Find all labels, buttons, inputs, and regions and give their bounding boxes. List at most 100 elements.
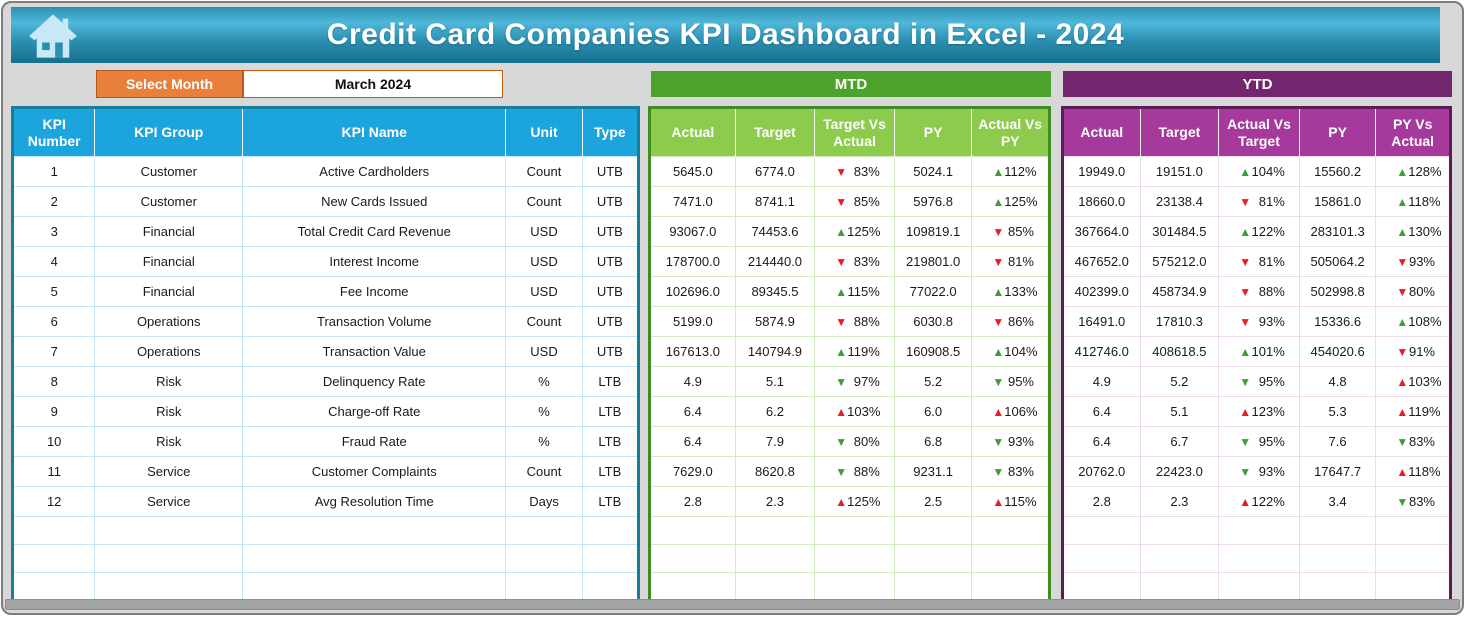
empty-cell[interactable] xyxy=(505,544,583,573)
unit-cell[interactable]: Count xyxy=(505,456,583,487)
mtd-actual-vs-py-cell[interactable]: ▼ 86% xyxy=(971,306,1050,337)
empty-cell[interactable] xyxy=(242,572,507,601)
ytd-actual-vs-target-cell[interactable]: ▼ 95% xyxy=(1218,366,1300,397)
kpi-number-cell[interactable]: 11 xyxy=(11,456,96,487)
ytd-actual-cell[interactable]: 20762.0 xyxy=(1062,456,1141,487)
ytd-py-cell[interactable]: 4.8 xyxy=(1298,366,1377,397)
empty-cell[interactable] xyxy=(1375,516,1451,545)
mtd-actual-cell[interactable]: 6.4 xyxy=(649,396,736,427)
mtd-py-cell[interactable]: 5024.1 xyxy=(893,156,973,187)
ytd-py-vs-actual-cell[interactable]: ▲ 130% xyxy=(1375,216,1451,247)
empty-cell[interactable] xyxy=(94,516,244,545)
empty-cell[interactable] xyxy=(1139,516,1220,545)
unit-cell[interactable]: Count xyxy=(505,186,583,217)
kpi-name-cell[interactable]: Delinquency Rate xyxy=(242,366,507,397)
mtd-actual-vs-py-cell[interactable]: ▲ 112% xyxy=(971,156,1050,187)
kpi-name-cell[interactable]: Fee Income xyxy=(242,276,507,307)
kpi-number-cell[interactable]: 12 xyxy=(11,486,96,517)
empty-cell[interactable] xyxy=(1218,572,1300,601)
ytd-target-cell[interactable]: 408618.5 xyxy=(1139,336,1220,367)
mtd-target-vs-actual-cell[interactable]: ▼ 83% xyxy=(814,246,895,277)
type-cell[interactable]: UTB xyxy=(581,276,640,307)
mtd-target-cell[interactable]: 8620.8 xyxy=(734,456,816,487)
kpi-name-cell[interactable]: Transaction Value xyxy=(242,336,507,367)
mtd-target-vs-actual-cell[interactable]: ▲ 125% xyxy=(814,486,895,517)
type-cell[interactable]: LTB xyxy=(581,366,640,397)
unit-cell[interactable]: Days xyxy=(505,486,583,517)
kpi-group-cell[interactable]: Service xyxy=(94,486,244,517)
mtd-target-vs-actual-cell[interactable]: ▼ 85% xyxy=(814,186,895,217)
ytd-py-vs-actual-cell[interactable]: ▲ 108% xyxy=(1375,306,1451,337)
ytd-target-cell[interactable]: 5.2 xyxy=(1139,366,1220,397)
kpi-group-cell[interactable]: Financial xyxy=(94,276,244,307)
empty-cell[interactable] xyxy=(1298,544,1377,573)
ytd-py-cell[interactable]: 15560.2 xyxy=(1298,156,1377,187)
ytd-target-cell[interactable]: 19151.0 xyxy=(1139,156,1220,187)
ytd-py-cell[interactable]: 454020.6 xyxy=(1298,336,1377,367)
empty-cell[interactable] xyxy=(814,516,895,545)
type-cell[interactable]: LTB xyxy=(581,426,640,457)
mtd-actual-cell[interactable]: 7471.0 xyxy=(649,186,736,217)
ytd-actual-vs-target-cell[interactable]: ▼ 81% xyxy=(1218,246,1300,277)
empty-cell[interactable] xyxy=(734,516,816,545)
type-cell[interactable]: UTB xyxy=(581,216,640,247)
ytd-actual-cell[interactable]: 4.9 xyxy=(1062,366,1141,397)
mtd-py-cell[interactable]: 219801.0 xyxy=(893,246,973,277)
kpi-number-cell[interactable]: 3 xyxy=(11,216,96,247)
ytd-actual-cell[interactable]: 412746.0 xyxy=(1062,336,1141,367)
mtd-actual-vs-py-cell[interactable]: ▼ 95% xyxy=(971,366,1050,397)
mtd-actual-cell[interactable]: 2.8 xyxy=(649,486,736,517)
empty-cell[interactable] xyxy=(505,572,583,601)
empty-cell[interactable] xyxy=(1062,516,1141,545)
ytd-py-cell[interactable]: 15861.0 xyxy=(1298,186,1377,217)
ytd-actual-cell[interactable]: 6.4 xyxy=(1062,396,1141,427)
mtd-actual-vs-py-cell[interactable]: ▲ 104% xyxy=(971,336,1050,367)
mtd-actual-vs-py-cell[interactable]: ▼ 83% xyxy=(971,456,1050,487)
ytd-py-vs-actual-cell[interactable]: ▲ 118% xyxy=(1375,186,1451,217)
ytd-actual-vs-target-cell[interactable]: ▼ 93% xyxy=(1218,306,1300,337)
mtd-actual-vs-py-cell[interactable]: ▲ 133% xyxy=(971,276,1050,307)
unit-cell[interactable]: % xyxy=(505,366,583,397)
ytd-target-cell[interactable]: 23138.4 xyxy=(1139,186,1220,217)
kpi-name-cell[interactable]: New Cards Issued xyxy=(242,186,507,217)
mtd-target-cell[interactable]: 2.3 xyxy=(734,486,816,517)
kpi-group-cell[interactable]: Operations xyxy=(94,306,244,337)
unit-cell[interactable]: USD xyxy=(505,276,583,307)
ytd-actual-vs-target-cell[interactable]: ▲ 122% xyxy=(1218,486,1300,517)
ytd-actual-cell[interactable]: 18660.0 xyxy=(1062,186,1141,217)
ytd-actual-vs-target-cell[interactable]: ▼ 93% xyxy=(1218,456,1300,487)
ytd-target-cell[interactable]: 301484.5 xyxy=(1139,216,1220,247)
type-cell[interactable]: LTB xyxy=(581,396,640,427)
mtd-py-cell[interactable]: 6.8 xyxy=(893,426,973,457)
kpi-number-cell[interactable]: 8 xyxy=(11,366,96,397)
mtd-actual-cell[interactable]: 6.4 xyxy=(649,426,736,457)
type-cell[interactable]: UTB xyxy=(581,186,640,217)
empty-cell[interactable] xyxy=(1298,516,1377,545)
empty-cell[interactable] xyxy=(1375,572,1451,601)
ytd-py-cell[interactable]: 15336.6 xyxy=(1298,306,1377,337)
unit-cell[interactable]: USD xyxy=(505,216,583,247)
ytd-py-vs-actual-cell[interactable]: ▼ 80% xyxy=(1375,276,1451,307)
kpi-group-cell[interactable]: Customer xyxy=(94,186,244,217)
kpi-group-cell[interactable]: Risk xyxy=(94,396,244,427)
horizontal-scrollbar[interactable] xyxy=(5,599,1460,610)
ytd-py-vs-actual-cell[interactable]: ▲ 103% xyxy=(1375,366,1451,397)
ytd-py-cell[interactable]: 505064.2 xyxy=(1298,246,1377,277)
unit-cell[interactable]: % xyxy=(505,396,583,427)
empty-cell[interactable] xyxy=(893,516,973,545)
mtd-target-cell[interactable]: 74453.6 xyxy=(734,216,816,247)
mtd-py-cell[interactable]: 109819.1 xyxy=(893,216,973,247)
mtd-target-vs-actual-cell[interactable]: ▲ 115% xyxy=(814,276,895,307)
ytd-target-cell[interactable]: 5.1 xyxy=(1139,396,1220,427)
kpi-group-cell[interactable]: Operations xyxy=(94,336,244,367)
empty-cell[interactable] xyxy=(11,544,96,573)
mtd-py-cell[interactable]: 6030.8 xyxy=(893,306,973,337)
select-month-button[interactable]: Select Month xyxy=(96,70,243,98)
mtd-target-cell[interactable]: 89345.5 xyxy=(734,276,816,307)
empty-cell[interactable] xyxy=(814,544,895,573)
mtd-target-cell[interactable]: 8741.1 xyxy=(734,186,816,217)
mtd-target-cell[interactable]: 5.1 xyxy=(734,366,816,397)
mtd-target-vs-actual-cell[interactable]: ▼ 80% xyxy=(814,426,895,457)
selected-month-display[interactable]: March 2024 xyxy=(243,70,503,98)
kpi-group-cell[interactable]: Customer xyxy=(94,156,244,187)
